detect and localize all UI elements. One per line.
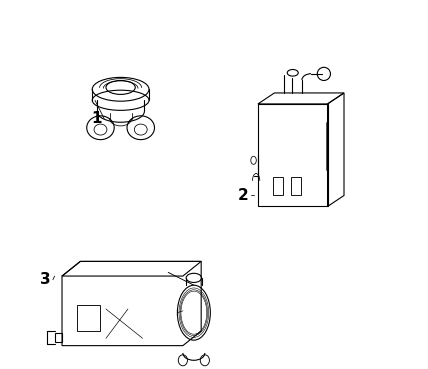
Text: 2: 2 xyxy=(238,188,249,203)
Bar xyxy=(77,306,101,331)
Bar xyxy=(291,177,301,196)
Text: 3: 3 xyxy=(40,272,51,287)
Text: 1: 1 xyxy=(92,111,102,126)
Bar xyxy=(258,104,327,207)
Bar xyxy=(273,177,283,196)
